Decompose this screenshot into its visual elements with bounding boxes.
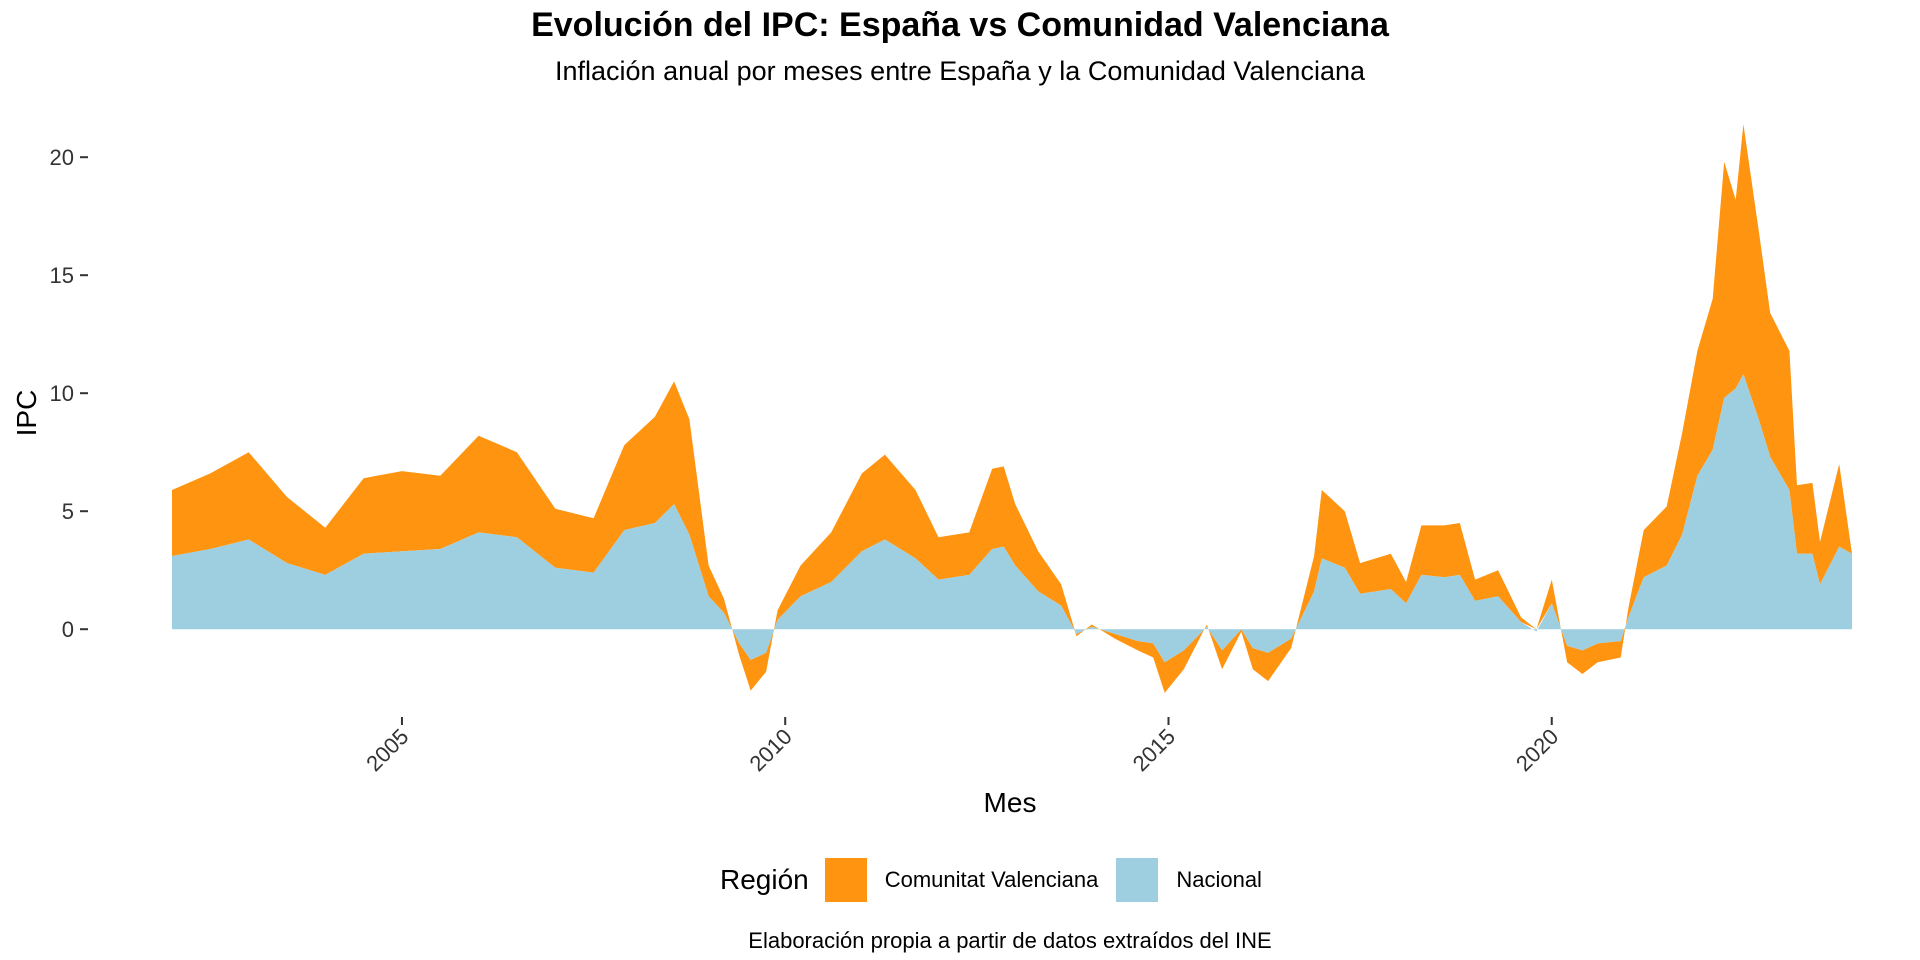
y-axis-label: IPC bbox=[11, 390, 42, 437]
x-axis: 2005 2010 2015 2020 bbox=[361, 717, 1563, 776]
legend-label-comunitat-valenciana: Comunitat Valenciana bbox=[884, 867, 1099, 892]
x-tick-label: 2005 bbox=[361, 724, 413, 776]
y-tick-label: 15 bbox=[50, 263, 74, 288]
area-nacional bbox=[172, 374, 1852, 663]
x-tick-label: 2015 bbox=[1128, 724, 1180, 776]
x-axis-label: Mes bbox=[984, 787, 1037, 818]
legend: Región Comunitat Valenciana Nacional bbox=[720, 858, 1280, 902]
area-comunitat-valenciana bbox=[172, 124, 1852, 693]
chart-series-areas bbox=[172, 124, 1852, 693]
x-tick-label: 2010 bbox=[744, 724, 796, 776]
y-tick-label: 0 bbox=[62, 617, 74, 642]
legend-label-nacional: Nacional bbox=[1176, 867, 1262, 892]
y-tick-label: 5 bbox=[62, 499, 74, 524]
chart-subtitle: Inflación anual por meses entre España y… bbox=[555, 56, 1365, 86]
y-tick-label: 20 bbox=[50, 145, 74, 170]
chart-title: Evolución del IPC: España vs Comunidad V… bbox=[531, 6, 1389, 44]
chart-caption: Elaboración propia a partir de datos ext… bbox=[748, 928, 1272, 953]
y-tick-label: 10 bbox=[50, 381, 74, 406]
legend-key-comunitat-valenciana bbox=[824, 858, 867, 902]
x-tick-label: 2020 bbox=[1511, 724, 1563, 776]
legend-key-nacional bbox=[1116, 858, 1159, 902]
legend-title: Región bbox=[720, 864, 809, 895]
y-axis: 0 5 10 15 20 bbox=[50, 145, 88, 642]
